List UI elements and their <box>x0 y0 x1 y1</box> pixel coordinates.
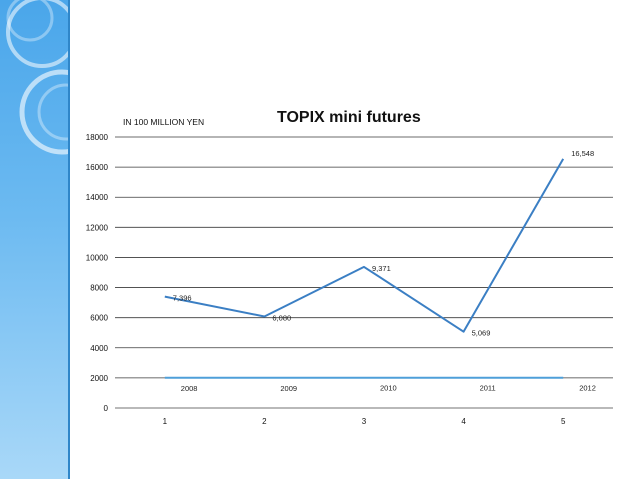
side-panel-edge <box>68 0 70 479</box>
data-labels: 7,396 6,080 9,371 5,069 16,548 2008 2009 2010 20… <box>173 149 596 393</box>
x-tick-label: 3 <box>362 417 367 426</box>
unit-label: IN 100 MILLION YEN <box>123 117 205 127</box>
y-axis-ticks: 0 2000 4000 6000 8000 10000 12000 14000 16000 180… <box>86 133 109 413</box>
y-tick-label: 2000 <box>90 374 108 383</box>
x-axis-ticks: 1 2 3 4 5 <box>163 417 566 426</box>
data-label: 7,396 <box>173 294 192 303</box>
y-tick-label: 18000 <box>86 133 109 142</box>
data-label: 5,069 <box>472 329 491 338</box>
y-tick-label: 16000 <box>86 163 109 172</box>
data-label: 6,080 <box>272 313 291 322</box>
data-label: 2008 <box>181 384 198 393</box>
y-tick-label: 4000 <box>90 344 108 353</box>
gridlines <box>115 136 613 409</box>
data-label: 9,371 <box>372 264 391 273</box>
series-lines <box>164 158 565 379</box>
y-tick-label: 8000 <box>90 284 108 293</box>
y-tick-label: 10000 <box>86 253 109 262</box>
x-tick-label: 4 <box>461 417 466 426</box>
series-line <box>164 158 565 333</box>
slide-side-panel <box>0 0 70 479</box>
x-tick-label: 5 <box>561 417 566 426</box>
data-label: 2012 <box>579 384 596 393</box>
x-tick-label: 1 <box>163 417 168 426</box>
data-label: 2009 <box>280 384 297 393</box>
chart-title: TOPIX mini futures <box>277 109 421 126</box>
x-tick-label: 2 <box>262 417 267 426</box>
y-tick-label: 0 <box>104 404 109 413</box>
data-label: 16,548 <box>571 149 594 158</box>
y-tick-label: 12000 <box>86 223 109 232</box>
data-label: 2011 <box>480 384 496 393</box>
data-label: 2010 <box>380 384 397 393</box>
y-tick-label: 14000 <box>86 193 109 202</box>
y-tick-label: 6000 <box>90 314 108 323</box>
swirl-decoration <box>6 0 70 155</box>
